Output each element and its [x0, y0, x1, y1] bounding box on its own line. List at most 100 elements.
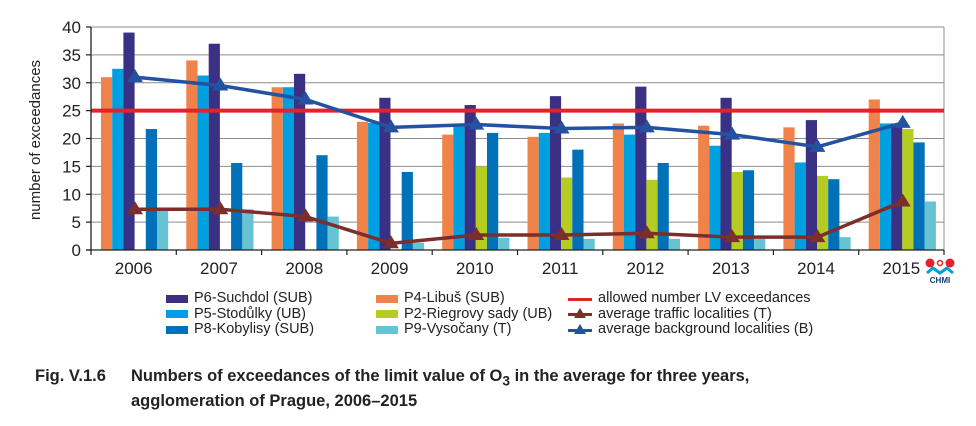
y-tick-label: 0 — [72, 241, 81, 260]
bar — [316, 155, 328, 250]
triangle-marker — [894, 114, 911, 128]
legend-item: P5-Stodůlky (UB) — [166, 305, 314, 323]
legend-label: P5-Stodůlky (UB) — [194, 305, 307, 322]
bar — [294, 73, 306, 250]
bar — [583, 238, 595, 250]
legend-swatch — [376, 310, 398, 319]
x-tick-label: 2008 — [285, 259, 323, 278]
bar — [145, 129, 157, 250]
caption-text-cont: in the average for three years, — [510, 367, 750, 385]
y-tick-label: 20 — [62, 130, 81, 149]
legend-column-2: P4-Libuš (SUB) P2-Riegrovy sady (UB) P9-… — [376, 291, 552, 338]
bar — [271, 87, 283, 251]
legend-swatch — [376, 294, 398, 303]
triangle-marker — [297, 91, 314, 105]
bar — [794, 162, 806, 250]
bar — [709, 145, 721, 250]
series-line — [134, 75, 904, 149]
bar — [464, 105, 476, 250]
limit-line-swatch — [568, 293, 592, 305]
bar — [498, 237, 510, 250]
caption-line-2: agglomeration of Prague, 2006–2015 — [131, 392, 418, 411]
bar — [549, 96, 562, 250]
legend-item: allowed number LV exceedances — [568, 291, 813, 307]
triangle-marker — [553, 226, 570, 240]
bar — [612, 123, 624, 250]
legend-item: average traffic localities (T) — [568, 305, 813, 323]
bar — [412, 242, 425, 250]
bar — [231, 163, 243, 250]
bar — [720, 97, 732, 251]
legend-swatch — [166, 325, 188, 334]
bar — [197, 75, 209, 250]
bar — [646, 179, 658, 250]
bar — [635, 86, 647, 250]
legend-item: P6-Suchdol (SUB) — [166, 291, 314, 307]
y-tick-labels: 0 5 10 15 20 25 30 35 40 — [62, 18, 81, 260]
triangle-marker — [809, 138, 826, 152]
triangle-marker — [638, 119, 655, 133]
legend-label: average traffic localities (T) — [598, 305, 772, 322]
legend-column-3: allowed number LV exceedances average tr… — [568, 291, 813, 338]
bar — [731, 171, 743, 250]
y-tick-label: 10 — [62, 185, 81, 204]
bar — [157, 210, 169, 250]
bar — [453, 125, 465, 250]
triangle-marker — [382, 119, 399, 133]
bar — [913, 142, 925, 250]
caption-text: Numbers of exceedances of the limit valu… — [131, 367, 503, 385]
bar — [668, 238, 680, 250]
legend-column-1: P6-Suchdol (SUB) P5-Stodůlky (UB) P8-Kob… — [166, 291, 314, 338]
triangle-marker — [638, 225, 655, 239]
bar — [101, 77, 113, 250]
x-tick-label: 2010 — [456, 259, 494, 278]
triangle-marker — [212, 201, 229, 215]
bar — [783, 127, 795, 250]
figure-caption: Fig. V.1.6 Numbers of exceedances of the … — [35, 366, 749, 411]
triangle-marker — [297, 208, 314, 222]
legend-label: P4-Libuš (SUB) — [404, 290, 505, 307]
chmi-logo-icon — [925, 258, 955, 275]
legend-item: P9-Vysočany (T) — [376, 322, 552, 338]
x-tick-label: 2014 — [797, 259, 835, 278]
bar — [282, 87, 294, 251]
legend-label: P9-Vysočany (T) — [404, 321, 512, 338]
bar — [475, 166, 487, 250]
bar — [527, 136, 539, 250]
bar — [828, 179, 840, 250]
triangle-marker — [894, 193, 911, 207]
bar — [891, 123, 903, 250]
triangle-marker — [553, 120, 570, 134]
triangle-marker — [724, 126, 741, 140]
triangle-marker — [468, 116, 485, 130]
y-tick-label: 15 — [62, 157, 81, 176]
y-tick-label: 35 — [62, 46, 81, 65]
figure-number: Fig. V.1.6 — [35, 367, 106, 385]
legend-swatch — [166, 294, 188, 303]
average-lines — [127, 69, 911, 249]
x-tick-label: 2015 — [882, 259, 920, 278]
bar — [879, 123, 892, 250]
y-tick-label: 5 — [72, 213, 81, 232]
x-tick-label: 2009 — [371, 259, 409, 278]
bar — [401, 171, 413, 250]
legend-label: P8-Kobylisy (SUB) — [194, 321, 315, 338]
bar — [839, 237, 851, 250]
chart: 0 5 10 15 20 25 30 35 40 2006 2007 2008 2009 2010 201… — [27, 18, 945, 278]
legend-label: P6-Suchdol (SUB) — [194, 290, 313, 307]
bar — [902, 129, 914, 250]
bar — [698, 125, 710, 250]
bar — [242, 209, 254, 250]
bar — [487, 132, 499, 250]
x-tick-label: 2011 — [542, 259, 579, 278]
legend-item: P4-Libuš (SUB) — [376, 291, 552, 307]
bar — [123, 32, 135, 251]
bar — [368, 122, 380, 250]
bars — [101, 32, 936, 251]
triangle-marker-icon — [568, 308, 592, 320]
legend: P6-Suchdol (SUB) P5-Stodůlky (UB) P8-Kob… — [0, 291, 976, 347]
bar — [572, 149, 584, 250]
y-axis-label: number of exceedances — [27, 60, 44, 220]
bar — [208, 43, 220, 250]
x-tick-label: 2013 — [712, 259, 750, 278]
